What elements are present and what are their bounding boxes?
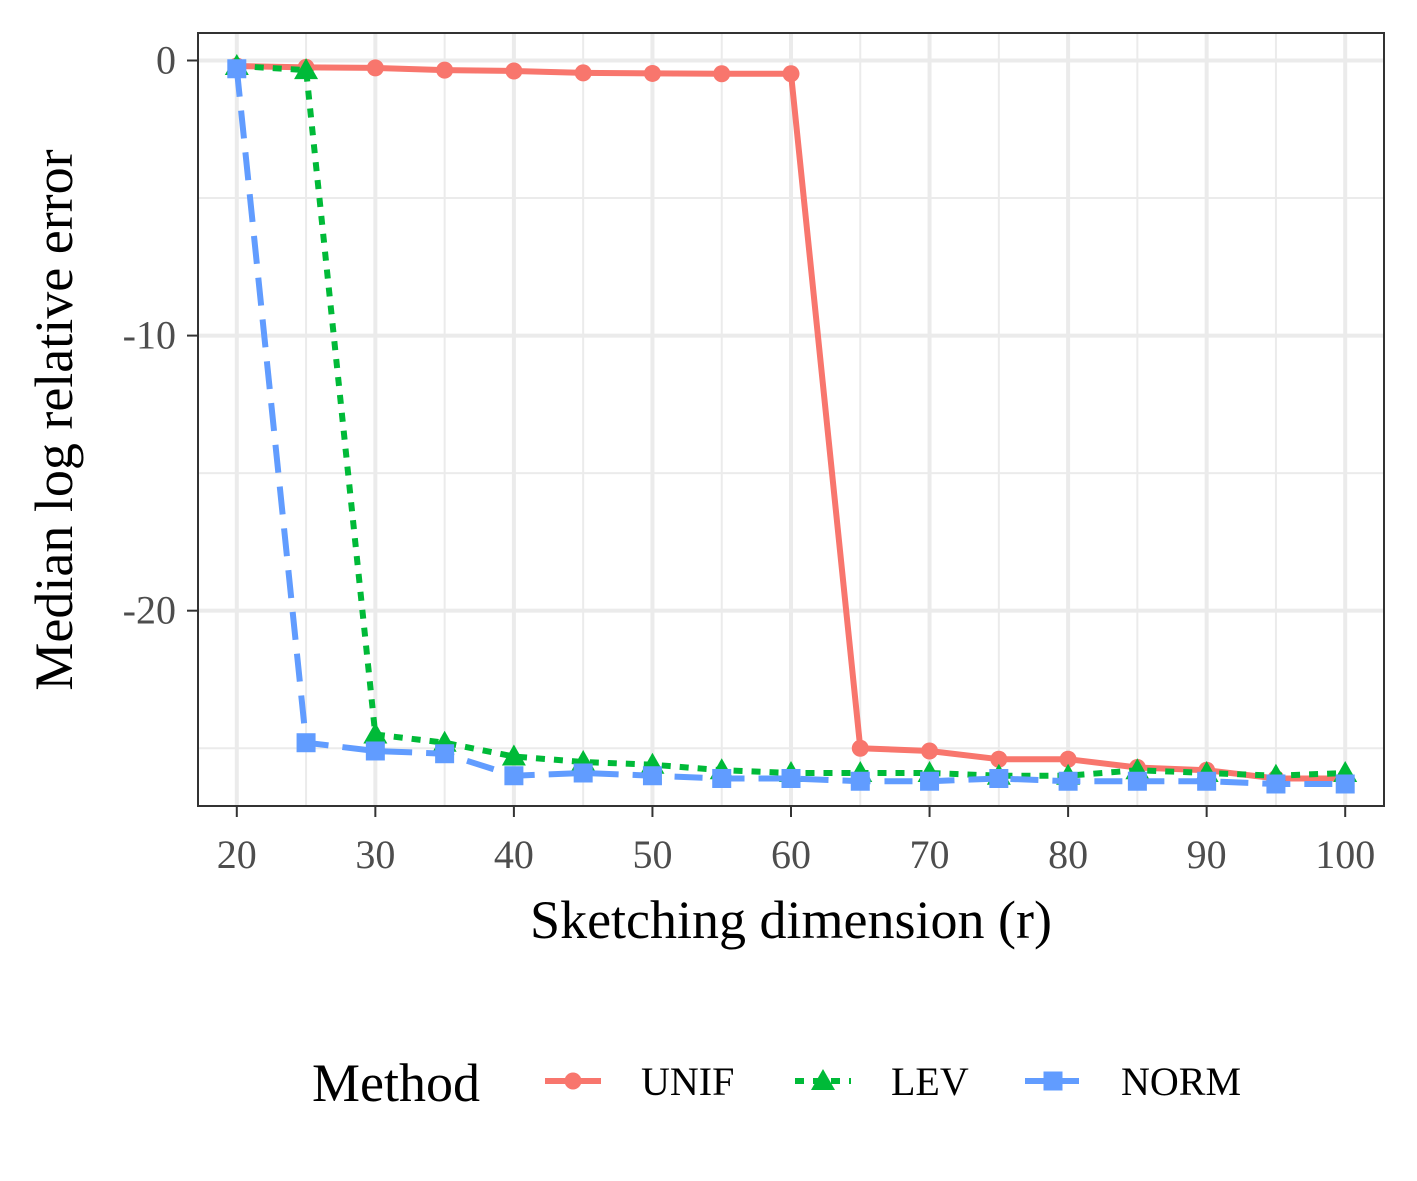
x-tick-label: 80 bbox=[1048, 832, 1088, 877]
series-line-norm bbox=[233, 68, 1346, 787]
major-gridlines bbox=[198, 33, 1384, 806]
legend-key-marker bbox=[811, 1069, 835, 1090]
data-point-lev bbox=[363, 722, 388, 744]
x-tick-label: 50 bbox=[632, 832, 672, 877]
x-axis: 20 30 40 50 60 70 80 90 100 bbox=[217, 806, 1375, 877]
data-point-norm bbox=[227, 59, 247, 79]
y-axis-title: Median log relative error bbox=[24, 149, 84, 690]
x-tick-label: 40 bbox=[494, 832, 534, 877]
data-point-norm bbox=[1127, 771, 1147, 791]
data-point-unif bbox=[990, 750, 1008, 768]
data-point-unif bbox=[366, 59, 384, 77]
data-point-norm bbox=[573, 763, 593, 783]
data-point-norm bbox=[1335, 774, 1355, 794]
x-tick-label: 90 bbox=[1187, 832, 1227, 877]
data-point-norm bbox=[642, 766, 662, 786]
legend-item-unif: UNIF bbox=[545, 1059, 734, 1104]
data-point-norm bbox=[781, 768, 801, 788]
data-point-norm bbox=[989, 768, 1009, 788]
series-norm bbox=[227, 59, 1355, 794]
data-point-norm bbox=[504, 766, 524, 786]
y-axis: 0 -10 -20 bbox=[123, 38, 198, 633]
data-point-norm bbox=[296, 733, 316, 753]
data-point-unif bbox=[713, 65, 731, 83]
data-point-lev bbox=[294, 58, 319, 80]
legend-item-norm: NORM bbox=[1025, 1059, 1241, 1104]
x-tick-label: 100 bbox=[1315, 832, 1375, 877]
x-tick-label: 20 bbox=[217, 832, 257, 877]
data-point-norm bbox=[1058, 771, 1078, 791]
legend-key-marker bbox=[1043, 1071, 1063, 1091]
data-point-unif bbox=[851, 739, 869, 757]
x-tick-label: 30 bbox=[355, 832, 395, 877]
data-point-lev bbox=[501, 744, 526, 766]
data-point-unif bbox=[782, 65, 800, 83]
minor-gridlines bbox=[198, 33, 1384, 806]
x-tick-label: 60 bbox=[771, 832, 811, 877]
data-series bbox=[224, 54, 1358, 794]
legend-title: Method bbox=[312, 1053, 480, 1113]
legend-label: UNIF bbox=[641, 1059, 734, 1104]
legend: Method UNIF LEV NORM bbox=[312, 1053, 1241, 1113]
x-axis-title: Sketching dimension (r) bbox=[530, 890, 1052, 950]
legend-label: LEV bbox=[891, 1059, 969, 1104]
data-point-norm bbox=[1266, 774, 1286, 794]
y-tick-label: 0 bbox=[156, 38, 176, 83]
data-point-unif bbox=[505, 62, 523, 80]
data-point-norm bbox=[850, 771, 870, 791]
data-point-norm bbox=[712, 768, 732, 788]
data-point-unif bbox=[921, 742, 939, 760]
legend-item-lev: LEV bbox=[795, 1059, 969, 1104]
data-point-unif bbox=[574, 64, 592, 82]
data-point-unif bbox=[1059, 750, 1077, 768]
data-point-norm bbox=[365, 741, 385, 761]
data-point-norm bbox=[920, 771, 940, 791]
data-point-unif bbox=[436, 61, 454, 79]
legend-key-marker bbox=[564, 1072, 582, 1090]
legend-label: NORM bbox=[1121, 1059, 1241, 1104]
x-tick-label: 70 bbox=[910, 832, 950, 877]
y-tick-label: -10 bbox=[123, 313, 176, 358]
data-point-unif bbox=[643, 64, 661, 82]
data-point-norm bbox=[435, 744, 455, 764]
y-tick-label: -20 bbox=[123, 588, 176, 633]
data-point-norm bbox=[1197, 771, 1217, 791]
